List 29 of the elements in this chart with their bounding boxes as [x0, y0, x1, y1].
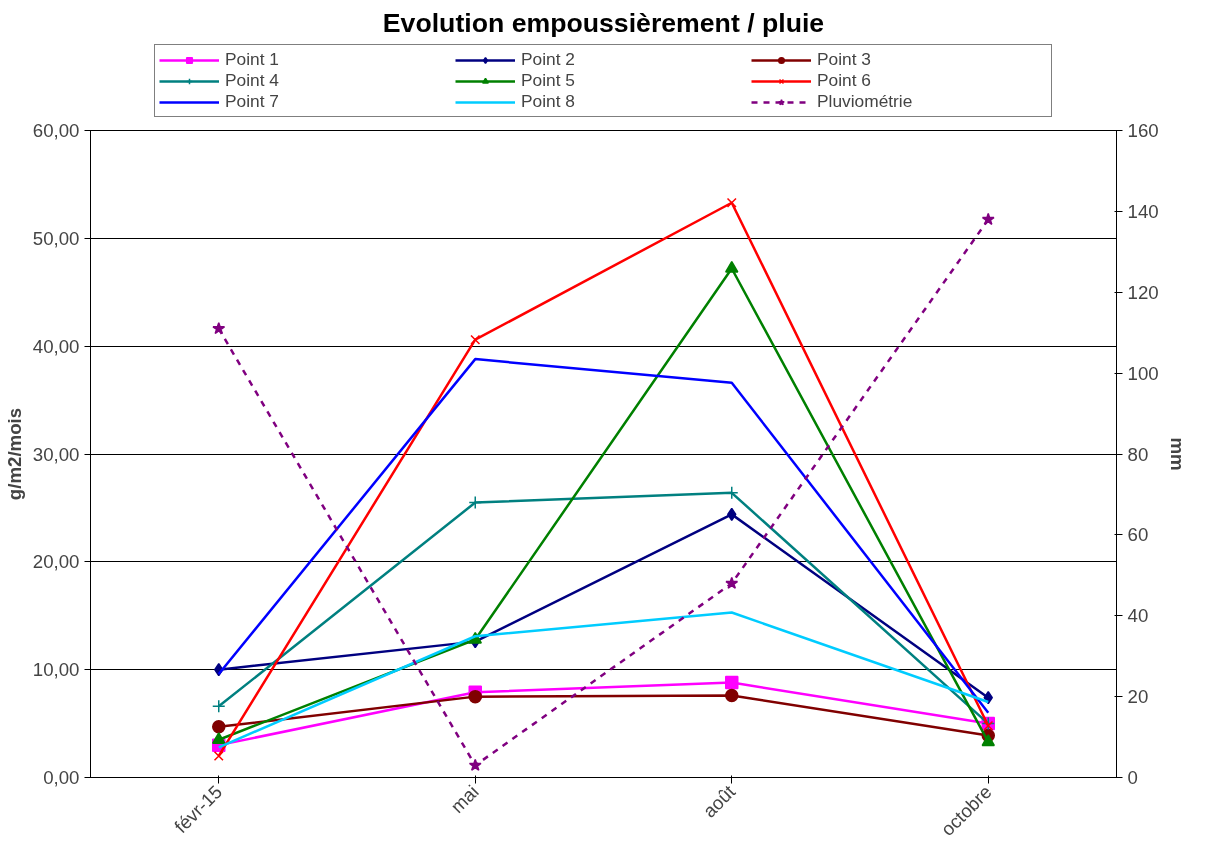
chart-title: Evolution empoussièrement / pluie: [382, 7, 825, 38]
y2-tick-label: 40: [1127, 605, 1149, 627]
legend-label: Point 1: [225, 49, 280, 70]
y-tick-label: 10,00: [32, 659, 80, 681]
legend-label: Point 7: [225, 91, 280, 112]
legend-label: Point 6: [817, 70, 872, 91]
y2-tick-label: 140: [1127, 200, 1159, 222]
y-tick-label: 60,00: [32, 120, 80, 141]
legend-label: Point 4: [225, 70, 280, 91]
y2-tick-label: 80: [1127, 443, 1149, 465]
legend-label: Point 3: [817, 49, 872, 70]
legend-label: Point 5: [521, 70, 576, 91]
y2-tick-label: 60: [1127, 524, 1149, 546]
legend-label: Pluviométrie: [817, 91, 914, 112]
y-tick-label: 50,00: [32, 227, 80, 249]
y2-tick-label: 120: [1127, 281, 1159, 303]
y-tick-label: 20,00: [32, 551, 80, 573]
y2-tick-label: 0: [1127, 767, 1138, 788]
y-tick-label: 40,00: [32, 335, 80, 357]
y2-axis-title: mm: [1166, 437, 1188, 471]
y2-tick-label: 160: [1127, 120, 1159, 141]
y-tick-label: 30,00: [32, 443, 80, 465]
y-axis-title: g/m2/mois: [3, 407, 25, 501]
legend-label: Point 2: [521, 49, 576, 70]
y2-tick-label: 20: [1127, 686, 1149, 708]
legend-label: Point 8: [521, 91, 576, 112]
y-tick-label: 0,00: [43, 767, 80, 788]
x-tick-label: mai: [446, 781, 483, 818]
y2-tick-label: 100: [1127, 362, 1159, 384]
